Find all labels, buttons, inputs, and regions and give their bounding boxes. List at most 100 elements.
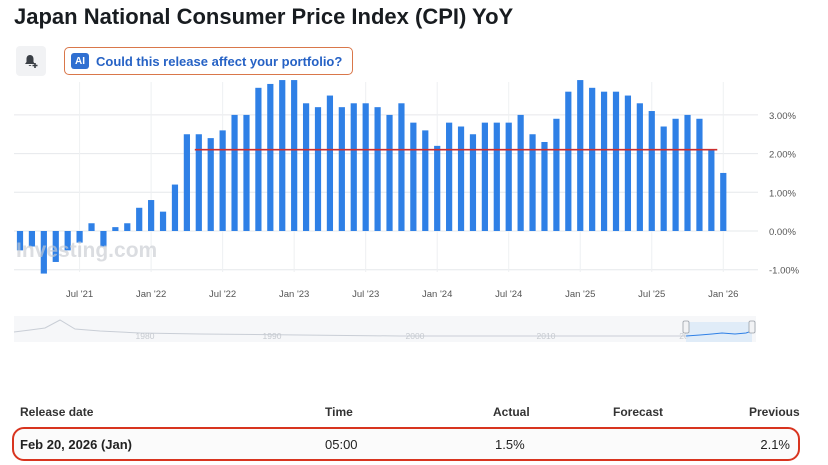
header-time: Time [325, 405, 353, 419]
bar[interactable] [243, 114, 250, 231]
y-tick-label: 0.00% [769, 227, 796, 238]
bar[interactable] [159, 211, 167, 231]
bar[interactable] [469, 134, 477, 231]
navigator-label: 2000 [406, 331, 425, 341]
bell-plus-icon [25, 55, 38, 68]
bar[interactable] [708, 149, 715, 231]
bar[interactable] [612, 91, 620, 232]
ai-portfolio-button[interactable]: AI Could this release affect your portfo… [64, 47, 354, 75]
navigator-history-line [13, 319, 690, 337]
bar[interactable] [291, 80, 298, 231]
add-alert-button[interactable] [16, 46, 46, 76]
bar[interactable] [529, 134, 536, 231]
header-actual: Actual [493, 405, 530, 419]
bar[interactable] [624, 95, 632, 231]
watermark: Investing.com [16, 239, 157, 262]
bar[interactable] [100, 231, 107, 247]
table-row[interactable]: Feb 20, 2026 (Jan) 05:00 1.5% 2.1% [12, 427, 800, 461]
bar[interactable] [267, 83, 274, 231]
cpi-bar-chart: 3.00% 2.00% 1.00% 0.00% -1.00% Jul '21 Jan '2… [13, 80, 800, 342]
header-previous: Previous [749, 405, 800, 419]
header-forecast: Forecast [613, 405, 664, 419]
x-tick-label: Jan '24 [422, 289, 452, 300]
y-tick-label: 2.00% [769, 150, 796, 161]
bar[interactable] [362, 103, 369, 231]
bar[interactable] [493, 122, 500, 231]
bar[interactable] [505, 122, 512, 231]
bar[interactable] [40, 231, 47, 274]
header-release-date: Release date [20, 405, 94, 419]
bar[interactable] [398, 103, 405, 231]
navigator-label: 20 [679, 331, 689, 341]
bar[interactable] [124, 223, 131, 231]
y-tick-label: 1.00% [769, 188, 796, 199]
row-previous: 2.1% [760, 437, 790, 452]
bar[interactable] [410, 122, 417, 231]
bar[interactable] [600, 91, 608, 232]
bar[interactable] [52, 231, 59, 262]
bar[interactable] [219, 130, 226, 231]
navigator-handle[interactable] [682, 320, 690, 334]
navigator-label: 2010 [537, 331, 556, 341]
bar[interactable] [112, 227, 119, 231]
range-navigator[interactable]: 1980 1990 2000 2010 20 [13, 316, 756, 342]
bar[interactable] [302, 103, 310, 231]
bar[interactable] [672, 118, 679, 231]
bar[interactable] [553, 118, 560, 231]
navigator-selected-line [685, 330, 753, 337]
bar[interactable] [434, 145, 441, 231]
bar[interactable] [255, 87, 262, 231]
table-header: Release date Time Actual Forecast Previo… [0, 405, 828, 421]
x-tick-label: Jul '23 [352, 289, 379, 300]
bar[interactable] [76, 231, 83, 243]
bar[interactable] [207, 138, 214, 231]
bar[interactable] [565, 91, 572, 232]
bar[interactable] [577, 80, 584, 231]
navigator-handle[interactable] [748, 320, 756, 334]
bar[interactable] [350, 103, 357, 231]
bar[interactable] [374, 107, 381, 231]
bar[interactable] [589, 87, 596, 231]
navigator-track [14, 316, 756, 342]
bar[interactable] [648, 111, 655, 231]
bar[interactable] [279, 80, 286, 231]
bar[interactable] [195, 134, 202, 231]
bar[interactable] [64, 231, 71, 251]
ai-prompt-label: Could this release affect your portfolio… [96, 53, 343, 69]
bar[interactable] [660, 126, 667, 231]
bar[interactable] [517, 114, 524, 231]
x-tick-label: Jan '26 [708, 289, 738, 300]
y-axis-ticks: 3.00% 2.00% 1.00% 0.00% -1.00% [769, 111, 800, 277]
bar[interactable] [171, 184, 179, 231]
x-tick-label: Jan '25 [565, 289, 595, 300]
bar[interactable] [326, 95, 334, 231]
bar[interactable] [338, 107, 345, 231]
bar[interactable] [481, 122, 488, 231]
bar[interactable] [231, 114, 238, 231]
bar[interactable] [541, 141, 548, 231]
x-tick-label: Jul '21 [66, 289, 93, 300]
bar[interactable] [720, 172, 727, 231]
bar[interactable] [28, 231, 36, 247]
ai-badge-icon: AI [71, 53, 89, 69]
bar[interactable] [386, 114, 393, 231]
bar[interactable] [148, 200, 155, 231]
bar[interactable] [457, 126, 465, 231]
y-tick-label: 3.00% [769, 111, 796, 122]
x-tick-label: Jul '25 [638, 289, 665, 300]
bar[interactable] [636, 103, 643, 231]
x-tick-label: Jul '22 [209, 289, 236, 300]
bar[interactable] [696, 118, 703, 231]
row-release-date: Feb 20, 2026 (Jan) [20, 437, 132, 452]
bar[interactable] [446, 122, 453, 231]
navigator-selection[interactable] [686, 322, 752, 342]
bar[interactable] [314, 107, 322, 231]
x-axis-ticks: Jul '21 Jan '22 Jul '22 Jan '23 Jul '23 Jan '… [66, 289, 738, 300]
bar[interactable] [88, 223, 95, 231]
bar[interactable] [136, 207, 143, 231]
bar[interactable] [16, 231, 24, 251]
bar[interactable] [183, 134, 190, 231]
bar[interactable] [422, 130, 429, 231]
bar[interactable] [684, 114, 691, 231]
page-title: Japan National Consumer Price Index (CPI… [14, 4, 514, 29]
